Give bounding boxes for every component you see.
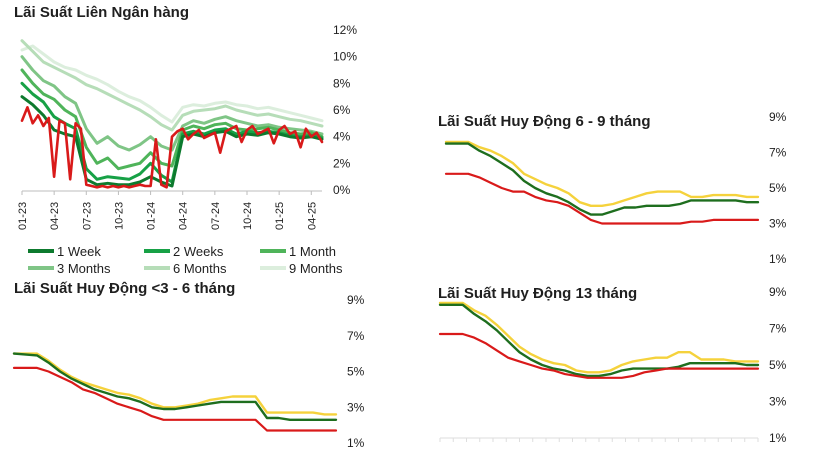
- deposit-3-6-series-line: [12, 352, 338, 416]
- interbank-ytick-label: 10%: [333, 50, 357, 64]
- deposit-6-9-ytick-label: 3%: [769, 217, 787, 231]
- interbank-legend-label: 1 Month: [289, 244, 336, 259]
- interbank-xtick-label: 10-23: [113, 202, 125, 230]
- interbank-ytick-label: 8%: [333, 76, 351, 90]
- deposit-3-6-series-line: [12, 366, 338, 432]
- interbank-legend-label: 3 Months: [57, 261, 111, 276]
- deposit-13-ytick-label: 9%: [769, 285, 787, 299]
- deposit-6-9-ytick-label: 1%: [769, 252, 787, 266]
- interbank-xtick-label: 10-24: [242, 202, 254, 230]
- deposit-13-title: Lãi Suất Huy Động 13 tháng: [438, 285, 637, 302]
- interbank-ytick-label: 6%: [333, 103, 351, 117]
- interbank-xtick-label: 01-25: [274, 202, 286, 230]
- interbank-series-line: [20, 55, 324, 152]
- interbank-legend-label: 1 Week: [57, 244, 101, 259]
- interbank-series-line: [20, 95, 324, 188]
- deposit-13-series-line: [438, 301, 760, 374]
- deposit-3-6-ytick-label: 9%: [347, 293, 365, 307]
- interbank-xtick-label: 07-23: [81, 202, 93, 230]
- deposit-6-9-series-line: [444, 172, 760, 225]
- deposit-3-6-ytick-label: 5%: [347, 365, 365, 379]
- deposit-6-9-title: Lãi Suất Huy Động 6 - 9 tháng: [438, 113, 651, 130]
- deposit-13-series-line: [438, 332, 760, 379]
- deposit-6-9-series-line: [444, 142, 760, 216]
- deposit-13-ytick-label: 7%: [769, 322, 787, 336]
- interbank-title: Lãi Suất Liên Ngân hàng: [14, 4, 189, 21]
- interbank-legend-label: 9 Months: [289, 261, 343, 276]
- interbank-xtick-label: 01-24: [146, 202, 158, 230]
- deposit-13-ytick-label: 3%: [769, 395, 787, 409]
- interbank-xtick-label: 01-23: [17, 202, 29, 230]
- deposit-3-6-ytick-label: 7%: [347, 329, 365, 343]
- interbank-ytick-label: 12%: [333, 23, 357, 37]
- interbank-legend-label: 2 Weeks: [173, 244, 224, 259]
- interbank-series-line: [20, 44, 324, 124]
- deposit-13-series-line: [438, 303, 760, 378]
- interbank-series-line: [20, 68, 324, 171]
- interbank-legend-label: 6 Months: [173, 261, 227, 276]
- deposit-3-6-series-line: [12, 352, 338, 421]
- deposit-3-6-ytick-label: 3%: [347, 400, 365, 414]
- interbank-series-line: [20, 39, 324, 132]
- deposit-6-9-ytick-label: 9%: [769, 110, 787, 124]
- deposit-6-9-ytick-label: 7%: [769, 146, 787, 160]
- interbank-xtick-label: 04-25: [306, 202, 318, 230]
- interbank-xtick-label: 04-24: [178, 202, 190, 230]
- interbank-series-line: [20, 106, 324, 189]
- deposit-13-ytick-label: 5%: [769, 358, 787, 372]
- interbank-xtick-label: 04-23: [49, 202, 61, 230]
- deposit-3-6-ytick-label: 1%: [347, 436, 365, 450]
- deposit-6-9-ytick-label: 5%: [769, 181, 787, 195]
- interbank-xtick-label: 07-24: [210, 202, 222, 230]
- deposit-6-9-series-line: [444, 140, 760, 208]
- deposit-3-6-title: Lãi Suất Huy Động <3 - 6 tháng: [14, 280, 235, 297]
- interbank-ytick-label: 2%: [333, 156, 351, 170]
- interbank-ytick-label: 0%: [333, 183, 351, 197]
- deposit-13-ytick-label: 1%: [769, 431, 787, 445]
- interbank-ytick-label: 4%: [333, 130, 351, 144]
